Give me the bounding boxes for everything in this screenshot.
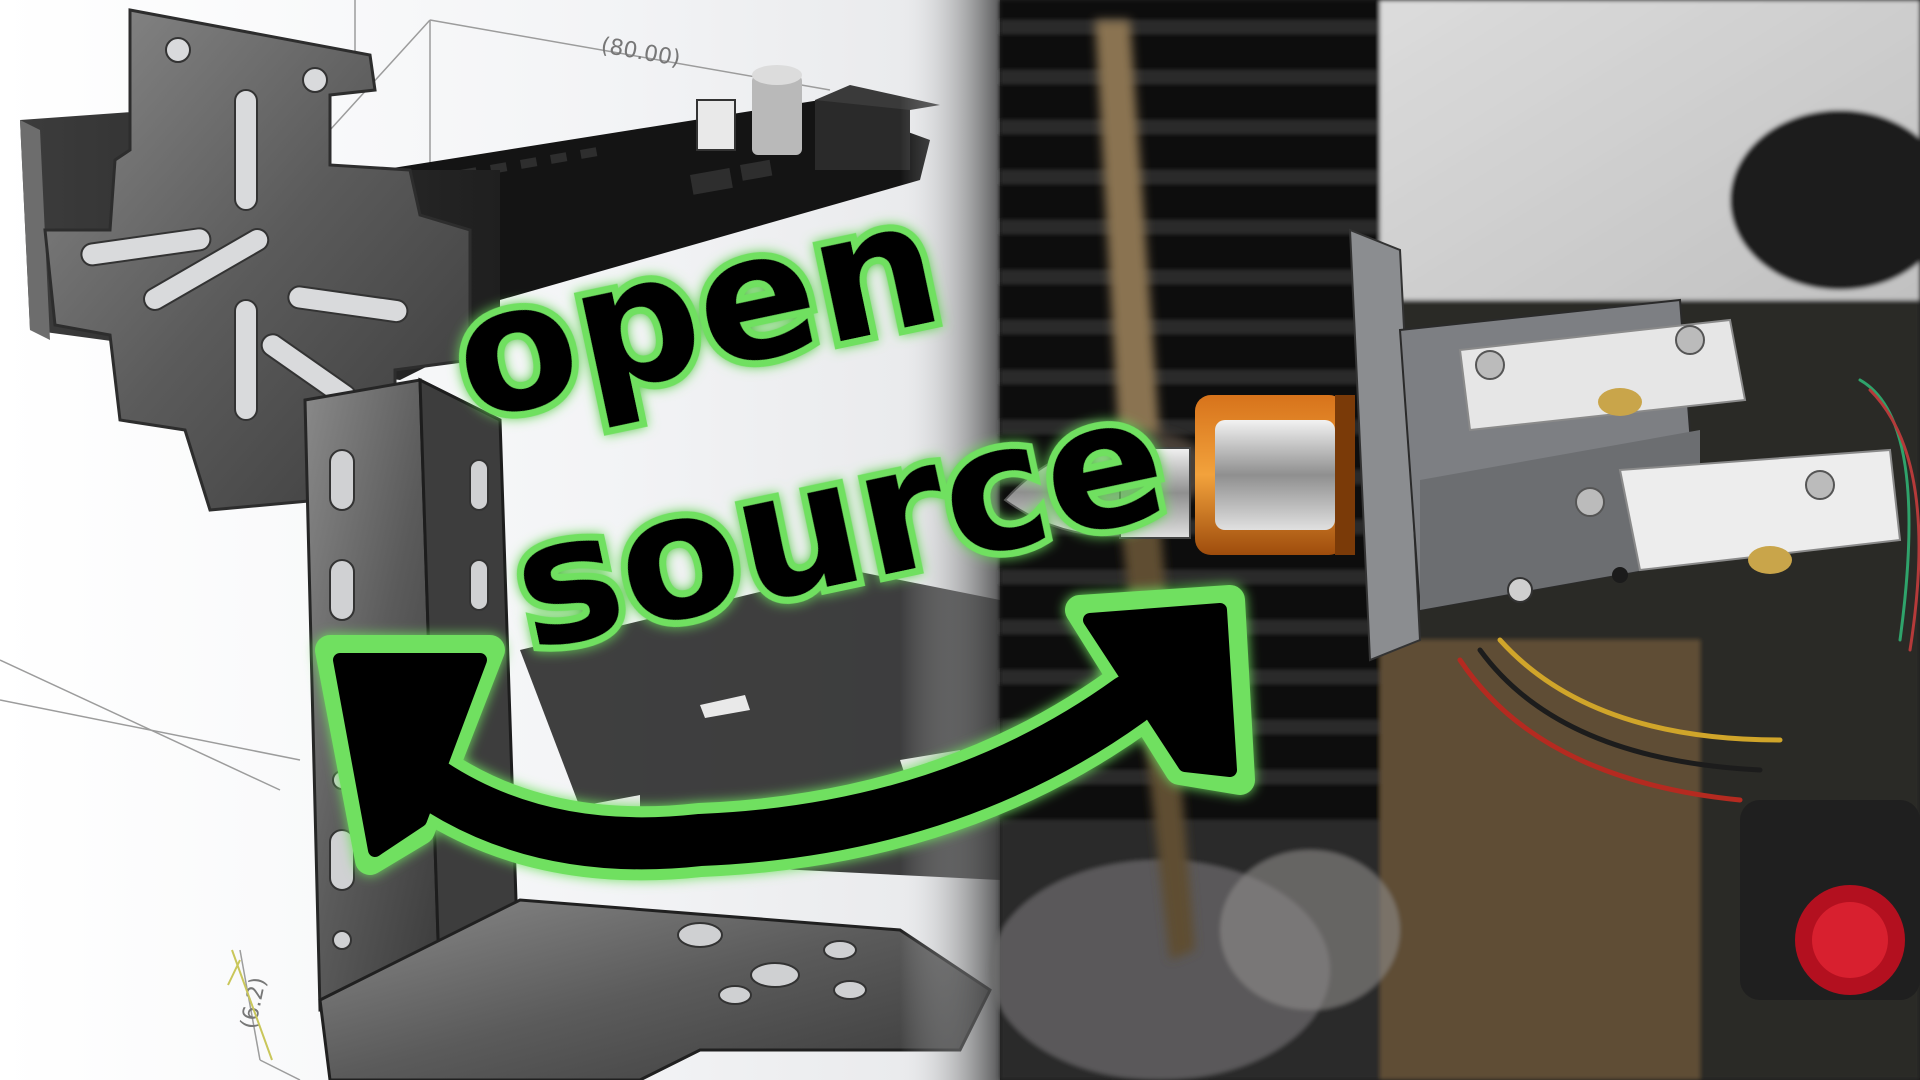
load-cell — [1458, 318, 1902, 574]
brushless-motor — [1195, 395, 1355, 555]
motor-wires — [1457, 378, 1920, 803]
prop-spinner — [1003, 447, 1191, 539]
double-arrow — [333, 603, 1237, 870]
emergency-knob — [1740, 800, 1920, 1000]
photo-panel — [990, 0, 1920, 1080]
cad-render-panel: (80.00) (6.2) — [0, 0, 1000, 1080]
